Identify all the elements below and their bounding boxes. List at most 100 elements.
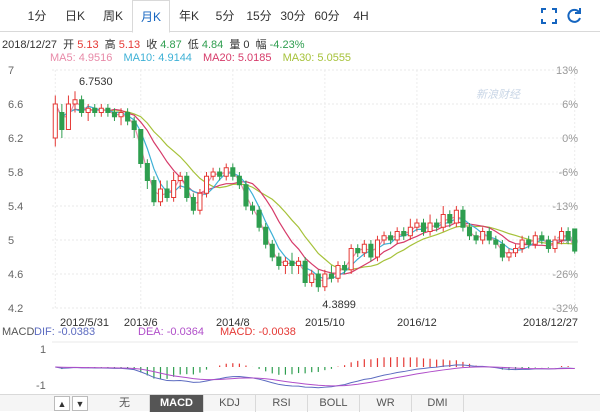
- period-tab-5[interactable]: 5分: [215, 9, 235, 23]
- candle-body: [243, 184, 249, 207]
- x-tick: 2018/12/27: [523, 317, 578, 329]
- candle-body: [151, 180, 157, 203]
- period-tab-9[interactable]: 4H: [353, 9, 369, 23]
- candle-body: [434, 222, 440, 228]
- candle-body: [230, 167, 236, 177]
- candle-body: [440, 214, 446, 228]
- candle-body: [296, 260, 302, 266]
- indicator-tab-0[interactable]: 无: [100, 395, 150, 412]
- candle-body: [512, 248, 519, 254]
- candle: [269, 240, 275, 262]
- period-tab-8[interactable]: 60分: [314, 9, 340, 23]
- candle: [118, 108, 124, 126]
- scroll-down-button[interactable]: ▼: [72, 396, 88, 411]
- candle: [315, 269, 321, 292]
- candle: [230, 163, 236, 181]
- candle: [52, 95, 58, 147]
- candle-body: [447, 214, 453, 224]
- candle: [98, 104, 104, 117]
- candle-body: [282, 260, 288, 266]
- period-tab-2[interactable]: 周K: [102, 9, 123, 23]
- candle-body: [401, 231, 407, 237]
- percent-tick: 0%: [562, 133, 578, 145]
- percent-tick: 6%: [562, 99, 578, 111]
- candle-body: [52, 103, 58, 139]
- high-label: 高: [104, 39, 116, 51]
- candle: [296, 257, 302, 274]
- chart-grid: [52, 69, 578, 309]
- candle: [256, 206, 262, 232]
- candle: [420, 218, 427, 236]
- price-tick: 4.2: [8, 303, 23, 315]
- macd-value-legend: MACD: -0.0038: [220, 326, 296, 338]
- candle-body: [466, 226, 473, 237]
- candle: [184, 172, 190, 202]
- candle-body: [453, 209, 459, 224]
- candle-body: [157, 188, 164, 203]
- candles: [52, 91, 578, 292]
- scroll-up-button[interactable]: ▲: [54, 396, 70, 411]
- period-tab-1[interactable]: 日K: [64, 9, 85, 23]
- candle-body: [381, 235, 387, 241]
- period-tab-6[interactable]: 15分: [246, 9, 272, 23]
- indicator-tab-4[interactable]: BOLL: [308, 395, 360, 412]
- candle-body: [144, 163, 150, 181]
- candle: [125, 108, 131, 126]
- indicator-tab-1[interactable]: MACD: [150, 395, 204, 412]
- candle-body: [539, 235, 545, 241]
- candle-body: [565, 231, 571, 241]
- candle-body: [59, 112, 65, 130]
- price-tick: 7: [8, 65, 14, 77]
- extreme-annotation: 4.3899: [322, 299, 356, 311]
- quote-date: 2018/12/27: [2, 39, 58, 51]
- candle: [164, 180, 170, 202]
- kline-chart[interactable]: 新浪财经 7 6.6 6.2 5.8 5.4 5 4.6 4.2 13% 6% 0% -6% -13%…: [0, 60, 600, 394]
- period-tab-0[interactable]: 1分: [27, 9, 47, 23]
- candle-body: [309, 273, 315, 283]
- macd-panel: 1 -1: [36, 341, 578, 392]
- dif-legend: DIF: -0.0383: [34, 326, 95, 338]
- candle-body: [249, 205, 256, 211]
- candle-body: [177, 175, 183, 181]
- candle-body: [190, 197, 196, 211]
- candle-body: [480, 231, 486, 241]
- indicator-tab-6[interactable]: DMI: [412, 395, 464, 412]
- x-axis-labels: 2012/5/31 2013/6 2014/8 2015/10 2016/12 2018/…: [60, 317, 578, 329]
- candle-body: [111, 112, 118, 118]
- refresh-icon[interactable]: [565, 7, 583, 25]
- candle: [552, 235, 558, 253]
- indicator-tab-5[interactable]: WR: [360, 395, 412, 412]
- candle-body: [269, 243, 275, 258]
- ma20-legend: MA20: 5.0185: [203, 52, 272, 64]
- candle-body: [460, 209, 466, 228]
- candle: [407, 218, 413, 240]
- candle: [289, 252, 295, 274]
- candle-body: [368, 243, 374, 258]
- candle: [374, 235, 381, 262]
- fullscreen-icon[interactable]: [540, 7, 558, 25]
- candle: [460, 206, 466, 232]
- x-tick: 2014/8: [216, 317, 250, 329]
- indicator-tab-3[interactable]: RSI: [256, 395, 308, 412]
- candle: [499, 240, 505, 262]
- period-tab-3[interactable]: 月K: [132, 0, 170, 33]
- candle: [144, 159, 150, 189]
- candle: [506, 248, 512, 262]
- candle: [486, 227, 492, 245]
- ma20-line: [54, 103, 575, 275]
- candle-body: [342, 265, 348, 271]
- candle: [197, 189, 203, 215]
- indicator-tab-2[interactable]: KDJ: [204, 395, 256, 412]
- candle: [381, 231, 387, 245]
- candle: [309, 269, 315, 287]
- candle: [177, 172, 183, 189]
- period-tab-4[interactable]: 年K: [178, 9, 199, 23]
- candle-body: [164, 188, 170, 198]
- annotations: 6.7530 4.3899: [79, 76, 356, 311]
- ma10-line: [54, 103, 575, 280]
- candle: [236, 172, 242, 189]
- candle-body: [322, 273, 328, 288]
- close-label: 收: [146, 39, 158, 51]
- candle: [565, 227, 571, 245]
- period-tab-7[interactable]: 30分: [280, 9, 306, 23]
